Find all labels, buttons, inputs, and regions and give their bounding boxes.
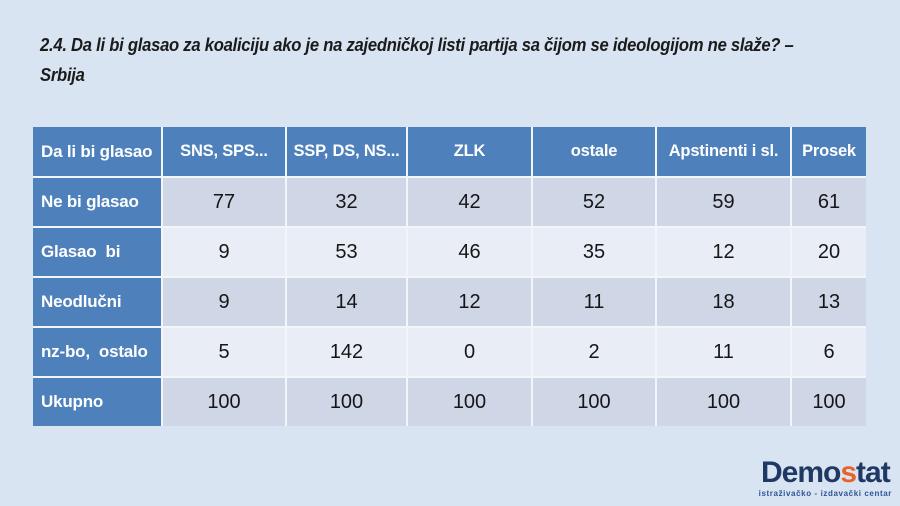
results-table: Da li bi glasao SNS, SPS... SSP, DS, NS...…	[33, 127, 866, 426]
row-label: Glasao bi	[33, 228, 161, 276]
logo-text-accent: s	[840, 456, 857, 489]
value-cell: 77	[163, 178, 285, 226]
value-cell: 9	[163, 228, 285, 276]
value-cell: 100	[657, 378, 790, 426]
value-cell: 100	[408, 378, 531, 426]
value-cell: 100	[533, 378, 655, 426]
column-header: Apstinenti i sl.	[657, 127, 790, 176]
value-cell: 100	[792, 378, 866, 426]
logo-tagline: istraživačko - izdavački centar	[758, 489, 892, 498]
value-cell: 0	[408, 328, 531, 376]
value-cell: 52	[533, 178, 655, 226]
column-header: SNS, SPS...	[163, 127, 285, 176]
value-cell: 14	[287, 278, 406, 326]
column-header: ostale	[533, 127, 655, 176]
value-cell: 35	[533, 228, 655, 276]
value-cell: 32	[287, 178, 406, 226]
slide-title: 2.4. Da li bi glasao za koaliciju ako je…	[40, 30, 794, 90]
row-label: nz-bo, ostalo	[33, 328, 161, 376]
value-cell: 53	[287, 228, 406, 276]
logo-text-prefix: Demo	[760, 456, 841, 489]
demostat-logo-wordmark: Demostat	[759, 458, 892, 488]
column-header: Da li bi glasao	[33, 127, 161, 176]
value-cell: 12	[657, 228, 790, 276]
demostat-logo: Demostat istraživačko - izdavački centar	[758, 458, 892, 499]
value-cell: 5	[163, 328, 285, 376]
value-cell: 13	[792, 278, 866, 326]
value-cell: 100	[287, 378, 406, 426]
value-cell: 100	[163, 378, 285, 426]
value-cell: 142	[287, 328, 406, 376]
value-cell: 42	[408, 178, 531, 226]
column-header: SSP, DS, NS...	[287, 127, 406, 176]
row-label: Neodlučni	[33, 278, 161, 326]
row-label: Ne bi glasao	[33, 178, 161, 226]
value-cell: 20	[792, 228, 866, 276]
value-cell: 18	[657, 278, 790, 326]
row-label: Ukupno	[33, 378, 161, 426]
value-cell: 59	[657, 178, 790, 226]
logo-text-suffix: tat	[856, 456, 891, 489]
value-cell: 6	[792, 328, 866, 376]
value-cell: 12	[408, 278, 531, 326]
column-header: Prosek	[792, 127, 866, 176]
value-cell: 11	[533, 278, 655, 326]
column-header: ZLK	[408, 127, 531, 176]
slide-title-line2: Srbija	[40, 64, 85, 85]
value-cell: 46	[408, 228, 531, 276]
slide-title-line1: 2.4. Da li bi glasao za koaliciju ako je…	[40, 34, 794, 55]
value-cell: 2	[533, 328, 655, 376]
value-cell: 9	[163, 278, 285, 326]
value-cell: 61	[792, 178, 866, 226]
value-cell: 11	[657, 328, 790, 376]
